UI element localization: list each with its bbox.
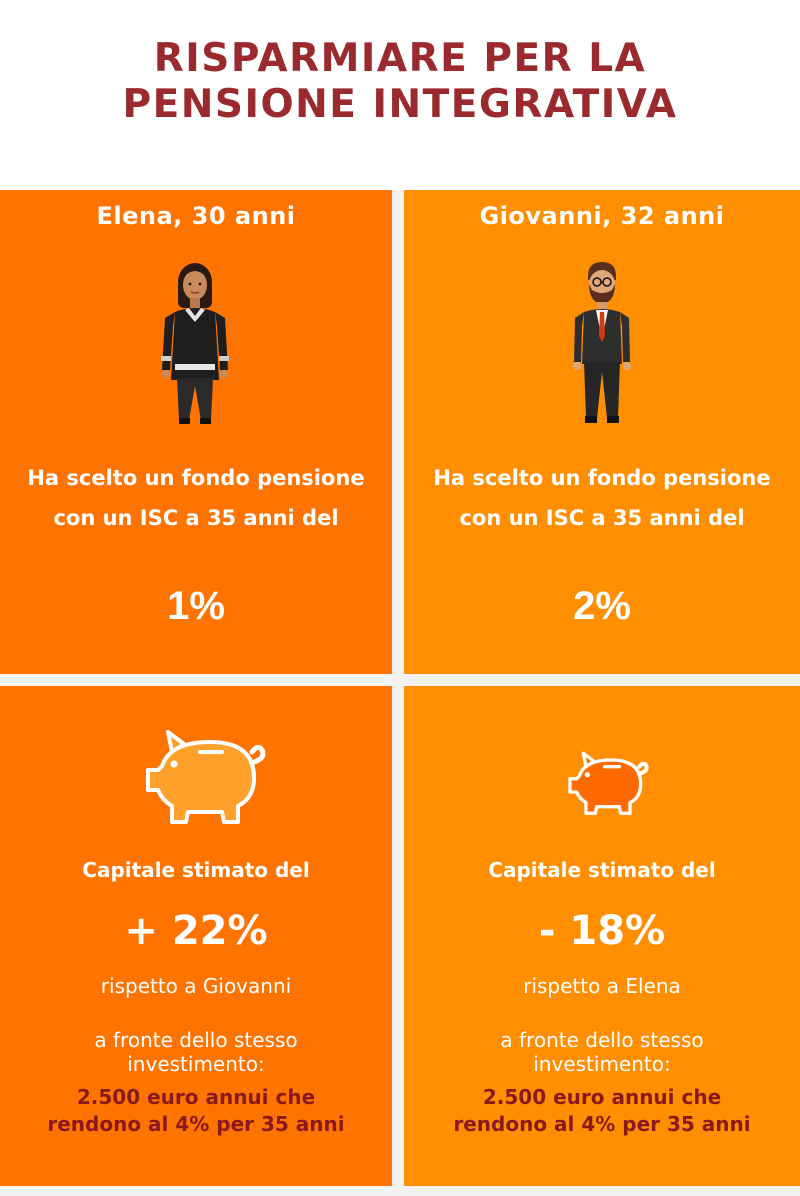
giovanni-investment-line-1: 2.500 euro annui che bbox=[482, 1085, 722, 1109]
giovanni-profile-panel: Giovanni, 32 anni Ha scelto un fondo pen… bbox=[404, 190, 800, 674]
piggy-bank-small-icon bbox=[568, 751, 649, 815]
man-icon bbox=[573, 262, 631, 423]
elena-capital-panel: Capitale stimato del + 22% rispetto a Gi… bbox=[0, 686, 392, 1186]
elena-same-investment: a fronte dello stesso investimento: bbox=[0, 1028, 392, 1076]
piggy-bank-large-icon bbox=[146, 730, 266, 824]
title-line-2: PENSIONE INTEGRATIVA bbox=[122, 82, 678, 127]
giovanni-name: Giovanni, 32 anni bbox=[479, 202, 725, 230]
giovanni-comparison: rispetto a Elena bbox=[523, 974, 681, 998]
elena-comparison: rispetto a Giovanni bbox=[100, 974, 292, 998]
elena-capital-value: + 22% bbox=[124, 908, 268, 954]
giovanni-desc-line-1: Ha scelto un fondo pensione bbox=[433, 466, 771, 490]
giovanni-front-line-1: a fronte dello stesso bbox=[500, 1028, 704, 1052]
elena-name: Elena, 30 anni bbox=[96, 202, 296, 230]
elena-desc-line-2: con un ISC a 35 anni del bbox=[53, 506, 339, 530]
giovanni-same-investment: a fronte dello stesso investimento: bbox=[404, 1028, 800, 1076]
giovanni-front-line-2: investimento: bbox=[533, 1052, 671, 1076]
elena-capital-label: Capitale stimato del bbox=[82, 858, 310, 882]
elena-description: Ha scelto un fondo pensione con un ISC a… bbox=[0, 458, 392, 538]
giovanni-capital-value: - 18% bbox=[538, 908, 666, 954]
giovanni-desc-line-2: con un ISC a 35 anni del bbox=[459, 506, 745, 530]
giovanni-investment-line-2: rendono al 4% per 35 anni bbox=[453, 1112, 751, 1136]
giovanni-capital-panel: Capitale stimato del - 18% rispetto a El… bbox=[404, 686, 800, 1186]
elena-investment-line-2: rendono al 4% per 35 anni bbox=[47, 1112, 345, 1136]
woman-icon bbox=[161, 263, 229, 424]
elena-investment-line-1: 2.500 euro annui che bbox=[76, 1085, 316, 1109]
giovanni-description: Ha scelto un fondo pensione con un ISC a… bbox=[404, 458, 800, 538]
giovanni-investment-details: 2.500 euro annui che rendono al 4% per 3… bbox=[404, 1084, 800, 1138]
elena-investment-details: 2.500 euro annui che rendono al 4% per 3… bbox=[0, 1084, 392, 1138]
page-title: RISPARMIARE PER LA PENSIONE INTEGRATIVA bbox=[0, 36, 800, 128]
giovanni-isc-value: 2% bbox=[573, 584, 631, 628]
giovanni-capital-label: Capitale stimato del bbox=[488, 858, 716, 882]
elena-front-line-2: investimento: bbox=[127, 1052, 265, 1076]
elena-profile-panel: Elena, 30 anni Ha scelto un fondo pensio… bbox=[0, 190, 392, 674]
title-line-1: RISPARMIARE PER LA bbox=[153, 36, 647, 81]
elena-desc-line-1: Ha scelto un fondo pensione bbox=[27, 466, 365, 490]
elena-isc-value: 1% bbox=[167, 584, 225, 628]
elena-front-line-1: a fronte dello stesso bbox=[94, 1028, 298, 1052]
header: RISPARMIARE PER LA PENSIONE INTEGRATIVA bbox=[0, 0, 800, 190]
